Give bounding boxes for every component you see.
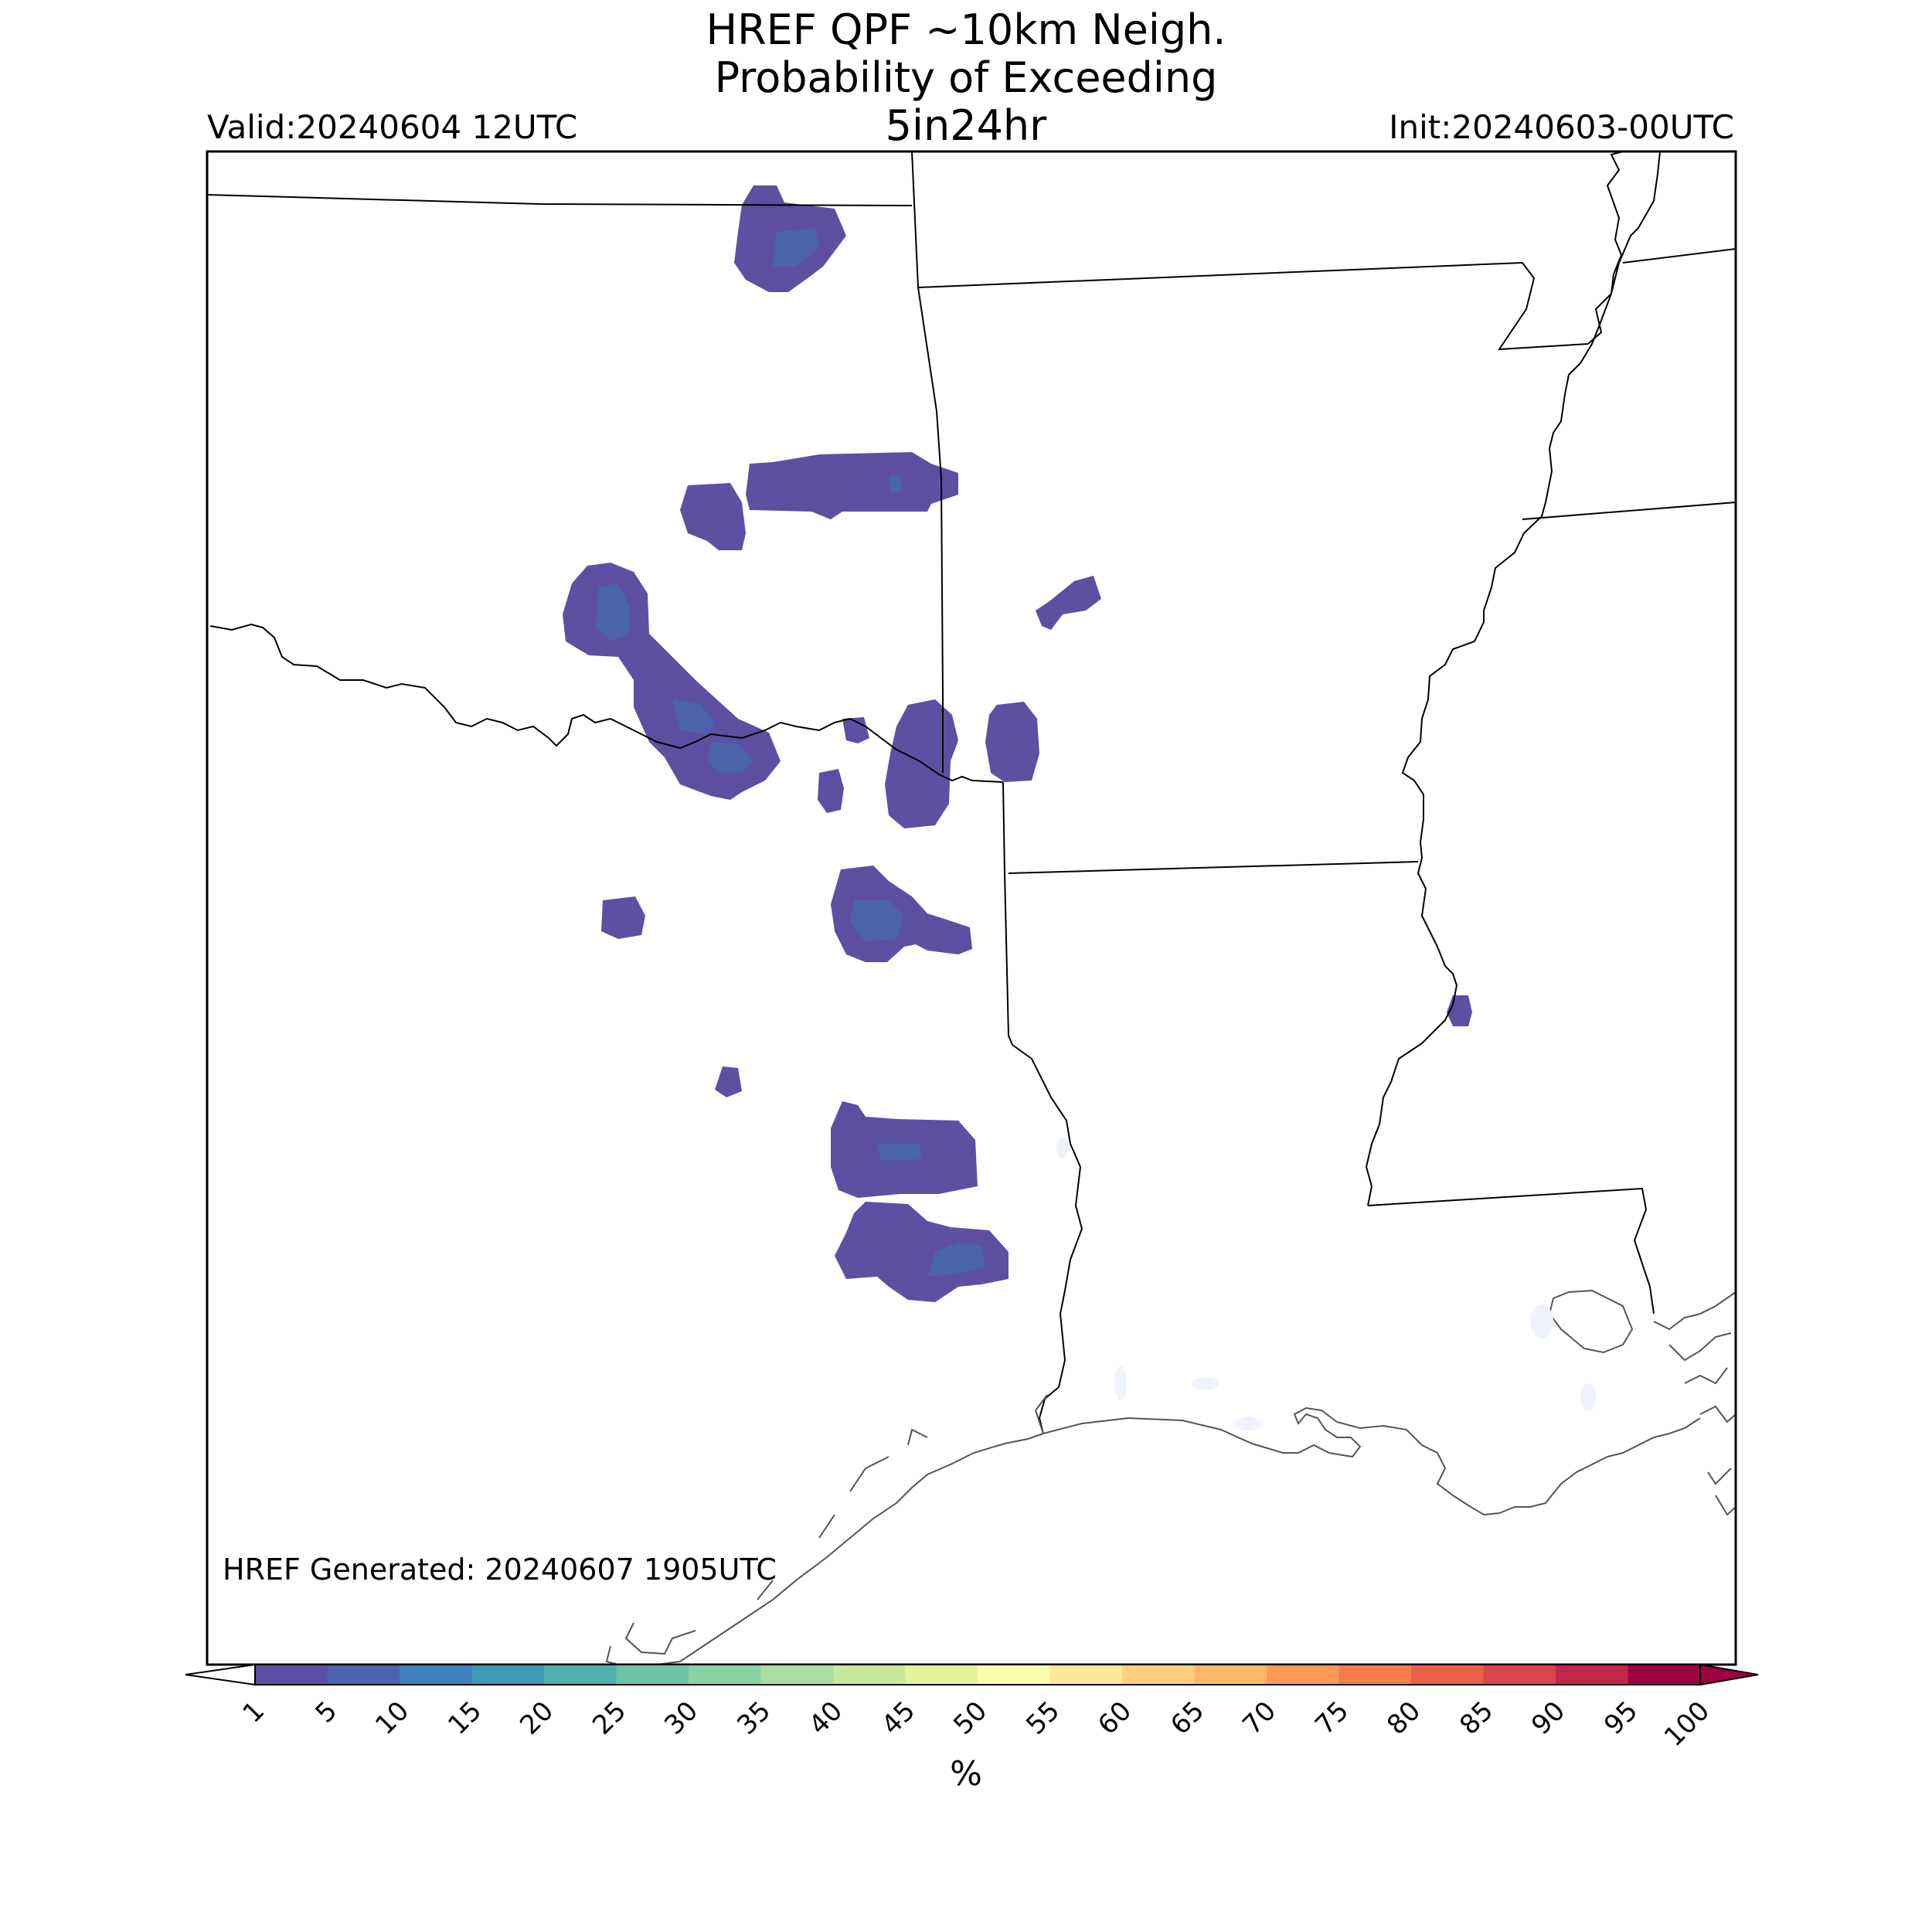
colorbar-segment — [1122, 1665, 1195, 1685]
blob-red-river-center — [885, 699, 958, 828]
colorbar-segment — [471, 1665, 545, 1685]
colorbar-segment — [760, 1665, 834, 1685]
border-ks-ok — [207, 194, 913, 206]
chart-title-line3: 5in24hr — [885, 101, 1047, 150]
colorbar-segment — [978, 1665, 1050, 1685]
colorbar-segment — [327, 1665, 400, 1685]
colorbar-segment — [1194, 1665, 1267, 1685]
blob-left-central — [680, 483, 746, 550]
border-miss-river — [1365, 151, 1662, 1206]
probability-areas-5pct — [595, 228, 985, 1277]
border-tx-ar-la — [1002, 781, 1013, 1046]
colorbar-segment — [1556, 1665, 1628, 1685]
blob-red-river-east — [985, 702, 1039, 782]
colorbar-segment — [1483, 1665, 1556, 1685]
border-tn-ms — [1522, 502, 1736, 520]
border-ok-ar — [917, 287, 944, 773]
init-time-label: Init:20240603-00UTC — [1389, 108, 1734, 146]
state-borders — [207, 151, 1736, 1434]
blob-small-2 — [818, 769, 844, 813]
colorbar-segment — [905, 1665, 978, 1685]
valid-time-label: Valid:20240604 12UTC — [207, 108, 578, 146]
border-la-ms-32 — [1367, 1187, 1655, 1315]
colorbar-under-arrow — [185, 1663, 256, 1686]
colorbar-over-arrow — [1699, 1663, 1759, 1686]
blob-small-1 — [842, 717, 869, 743]
colorbar-segment — [1411, 1665, 1484, 1685]
colorbar-segment — [255, 1665, 328, 1685]
colorbar-segment — [616, 1665, 689, 1685]
colorbar-segment — [833, 1665, 906, 1685]
colorbar-segment — [1338, 1665, 1412, 1685]
border-ar-la — [1008, 861, 1419, 874]
chart-title-line1: HREF QPF ~10km Neigh. — [706, 5, 1226, 54]
border-red-river — [209, 623, 1004, 783]
blob-central-band — [746, 452, 958, 519]
blob-texas-small — [601, 896, 645, 939]
generated-time-label: HREF Generated: 20240607 1905UTC — [223, 1553, 777, 1587]
border-sabine — [1012, 1044, 1083, 1434]
coastline — [605, 1289, 1736, 1665]
colorbar-segment — [689, 1665, 761, 1685]
colorbar-segment — [544, 1665, 617, 1685]
colorbar-unit-label: % — [950, 1754, 982, 1794]
chart-title-line2: Probability of Exceeding — [714, 53, 1218, 102]
colorbar-segment — [1628, 1665, 1701, 1685]
border-mo-ky-tn — [1622, 248, 1736, 264]
blob-arkansas-small — [1036, 576, 1101, 630]
water-features — [1056, 1137, 1596, 1430]
blob-tiny — [715, 1066, 742, 1097]
colorbar-segment — [1049, 1665, 1123, 1685]
colorbar-segment — [400, 1665, 472, 1685]
colorbar-outline — [254, 1664, 1701, 1685]
colorbar-segment — [1267, 1665, 1339, 1685]
colorbar-segments — [255, 1665, 1701, 1685]
blob-east-texas-2 — [835, 1202, 1009, 1302]
